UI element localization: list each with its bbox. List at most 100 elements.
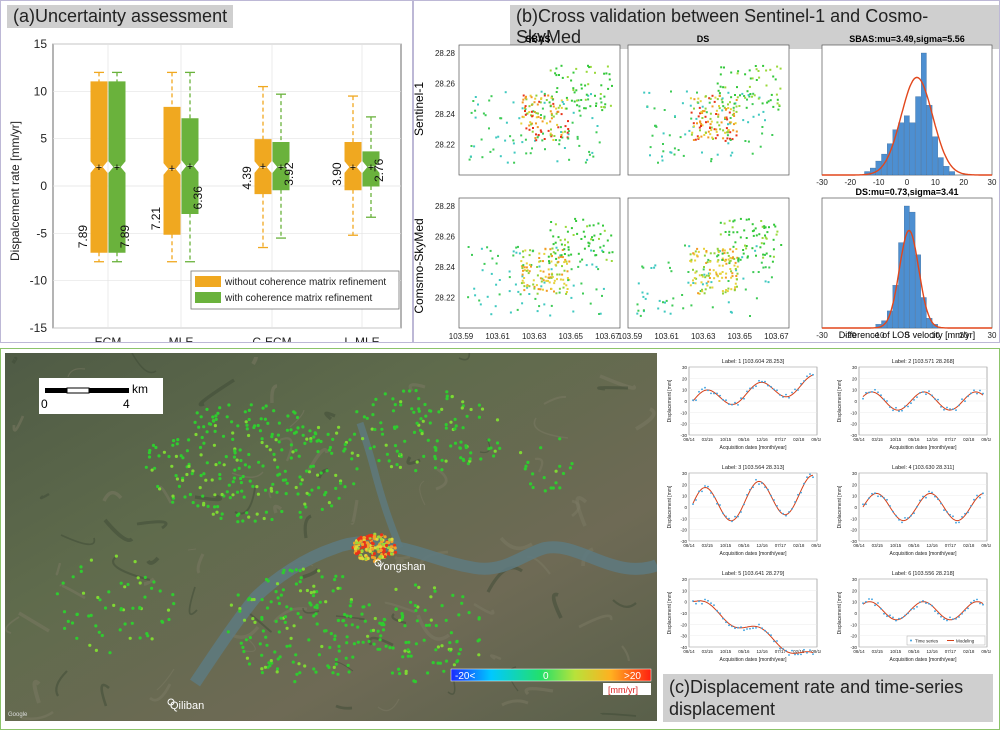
ps-point bbox=[181, 478, 185, 482]
ps-point bbox=[552, 243, 555, 246]
ts-x-tick: 10/15 bbox=[890, 649, 902, 654]
ps-point bbox=[535, 112, 538, 115]
ps-point bbox=[467, 296, 470, 299]
ts-point bbox=[895, 619, 897, 622]
ts-y-tick: 0 bbox=[684, 505, 687, 510]
ps-point bbox=[573, 100, 576, 103]
ridge-line bbox=[335, 704, 353, 710]
ps-point bbox=[701, 151, 703, 154]
ps-point bbox=[709, 252, 712, 255]
ps-point bbox=[636, 303, 639, 306]
ps-point bbox=[601, 294, 603, 297]
ps-point bbox=[736, 86, 738, 89]
ps-point bbox=[714, 137, 717, 140]
ts-point bbox=[719, 394, 721, 397]
ps-point bbox=[239, 481, 243, 485]
ps-point bbox=[472, 100, 475, 102]
ps-point bbox=[131, 606, 135, 610]
ps-point bbox=[671, 304, 674, 307]
ts-point bbox=[695, 602, 697, 605]
ps-point bbox=[398, 618, 402, 622]
ts-point bbox=[800, 382, 802, 385]
ps-point bbox=[543, 101, 546, 104]
iqr-label: 3.90 bbox=[330, 162, 344, 186]
ps-point bbox=[701, 112, 704, 114]
ts-point bbox=[746, 390, 748, 393]
ps-point bbox=[325, 469, 329, 473]
ps-point bbox=[733, 112, 735, 115]
ridge-line bbox=[131, 353, 157, 374]
ps-point bbox=[378, 545, 383, 549]
ridge-line bbox=[60, 534, 96, 546]
hist-x-tick: -20 bbox=[845, 178, 857, 187]
ps-point bbox=[540, 280, 543, 283]
ps-point bbox=[727, 123, 729, 126]
ps-point bbox=[701, 124, 704, 127]
ps-point bbox=[126, 582, 130, 587]
ps-point bbox=[210, 478, 214, 482]
ts-point bbox=[803, 648, 805, 651]
ps-point bbox=[277, 421, 281, 425]
ps-point bbox=[544, 247, 547, 250]
ts-x-tick: 05/16 bbox=[738, 437, 750, 442]
ps-point bbox=[298, 589, 303, 593]
ps-point bbox=[426, 438, 430, 442]
ps-point bbox=[395, 463, 399, 467]
ps-point bbox=[301, 433, 305, 437]
ts-point bbox=[710, 492, 712, 494]
ps-point bbox=[376, 535, 381, 539]
ps-point bbox=[460, 406, 464, 410]
ps-point bbox=[757, 113, 760, 116]
ps-point bbox=[568, 260, 571, 263]
ridge-line bbox=[302, 568, 320, 579]
ps-point bbox=[333, 637, 337, 641]
ps-point bbox=[205, 430, 209, 434]
ps-point bbox=[707, 120, 709, 123]
ps-point bbox=[697, 292, 700, 295]
x-category-label: L-MLE bbox=[344, 335, 379, 342]
ps-point bbox=[399, 403, 403, 407]
ps-point bbox=[393, 546, 397, 550]
ps-point bbox=[156, 484, 160, 489]
ps-point bbox=[343, 442, 347, 447]
ps-point bbox=[579, 260, 582, 263]
ps-point bbox=[399, 400, 403, 404]
ps-point bbox=[488, 127, 490, 130]
ridge-line bbox=[499, 536, 533, 551]
ridge-line bbox=[273, 504, 283, 514]
ps-point bbox=[547, 279, 549, 282]
ts-point bbox=[770, 634, 772, 637]
ts-point bbox=[713, 604, 715, 606]
ps-point bbox=[522, 94, 525, 97]
ps-point bbox=[391, 409, 396, 413]
box-c-ecm-with: + bbox=[272, 93, 290, 239]
ps-point bbox=[555, 292, 558, 295]
ps-point bbox=[560, 131, 563, 133]
ps-point bbox=[565, 291, 568, 293]
ps-point bbox=[260, 671, 264, 675]
ps-point bbox=[576, 232, 579, 235]
ps-point bbox=[729, 310, 732, 313]
ps-point bbox=[197, 425, 201, 429]
ps-point bbox=[674, 115, 676, 118]
ps-point bbox=[314, 670, 318, 674]
ps-point bbox=[565, 96, 568, 99]
ps-point bbox=[299, 482, 303, 486]
ts-point bbox=[883, 497, 885, 499]
ps-point bbox=[176, 438, 180, 442]
ps-point bbox=[566, 270, 569, 273]
ps-point bbox=[681, 294, 684, 296]
ps-point bbox=[378, 621, 382, 625]
ps-point bbox=[289, 636, 293, 640]
ps-point bbox=[260, 667, 264, 671]
ps-point bbox=[524, 113, 527, 116]
ps-point bbox=[413, 604, 417, 608]
ps-point bbox=[697, 115, 700, 118]
ps-point bbox=[521, 141, 524, 144]
ps-point bbox=[588, 242, 591, 245]
ps-point bbox=[498, 279, 501, 281]
ps-point bbox=[247, 417, 251, 422]
ps-point bbox=[55, 592, 60, 596]
lat-tick-label: 28.22 bbox=[435, 141, 456, 150]
ps-point bbox=[736, 256, 739, 259]
